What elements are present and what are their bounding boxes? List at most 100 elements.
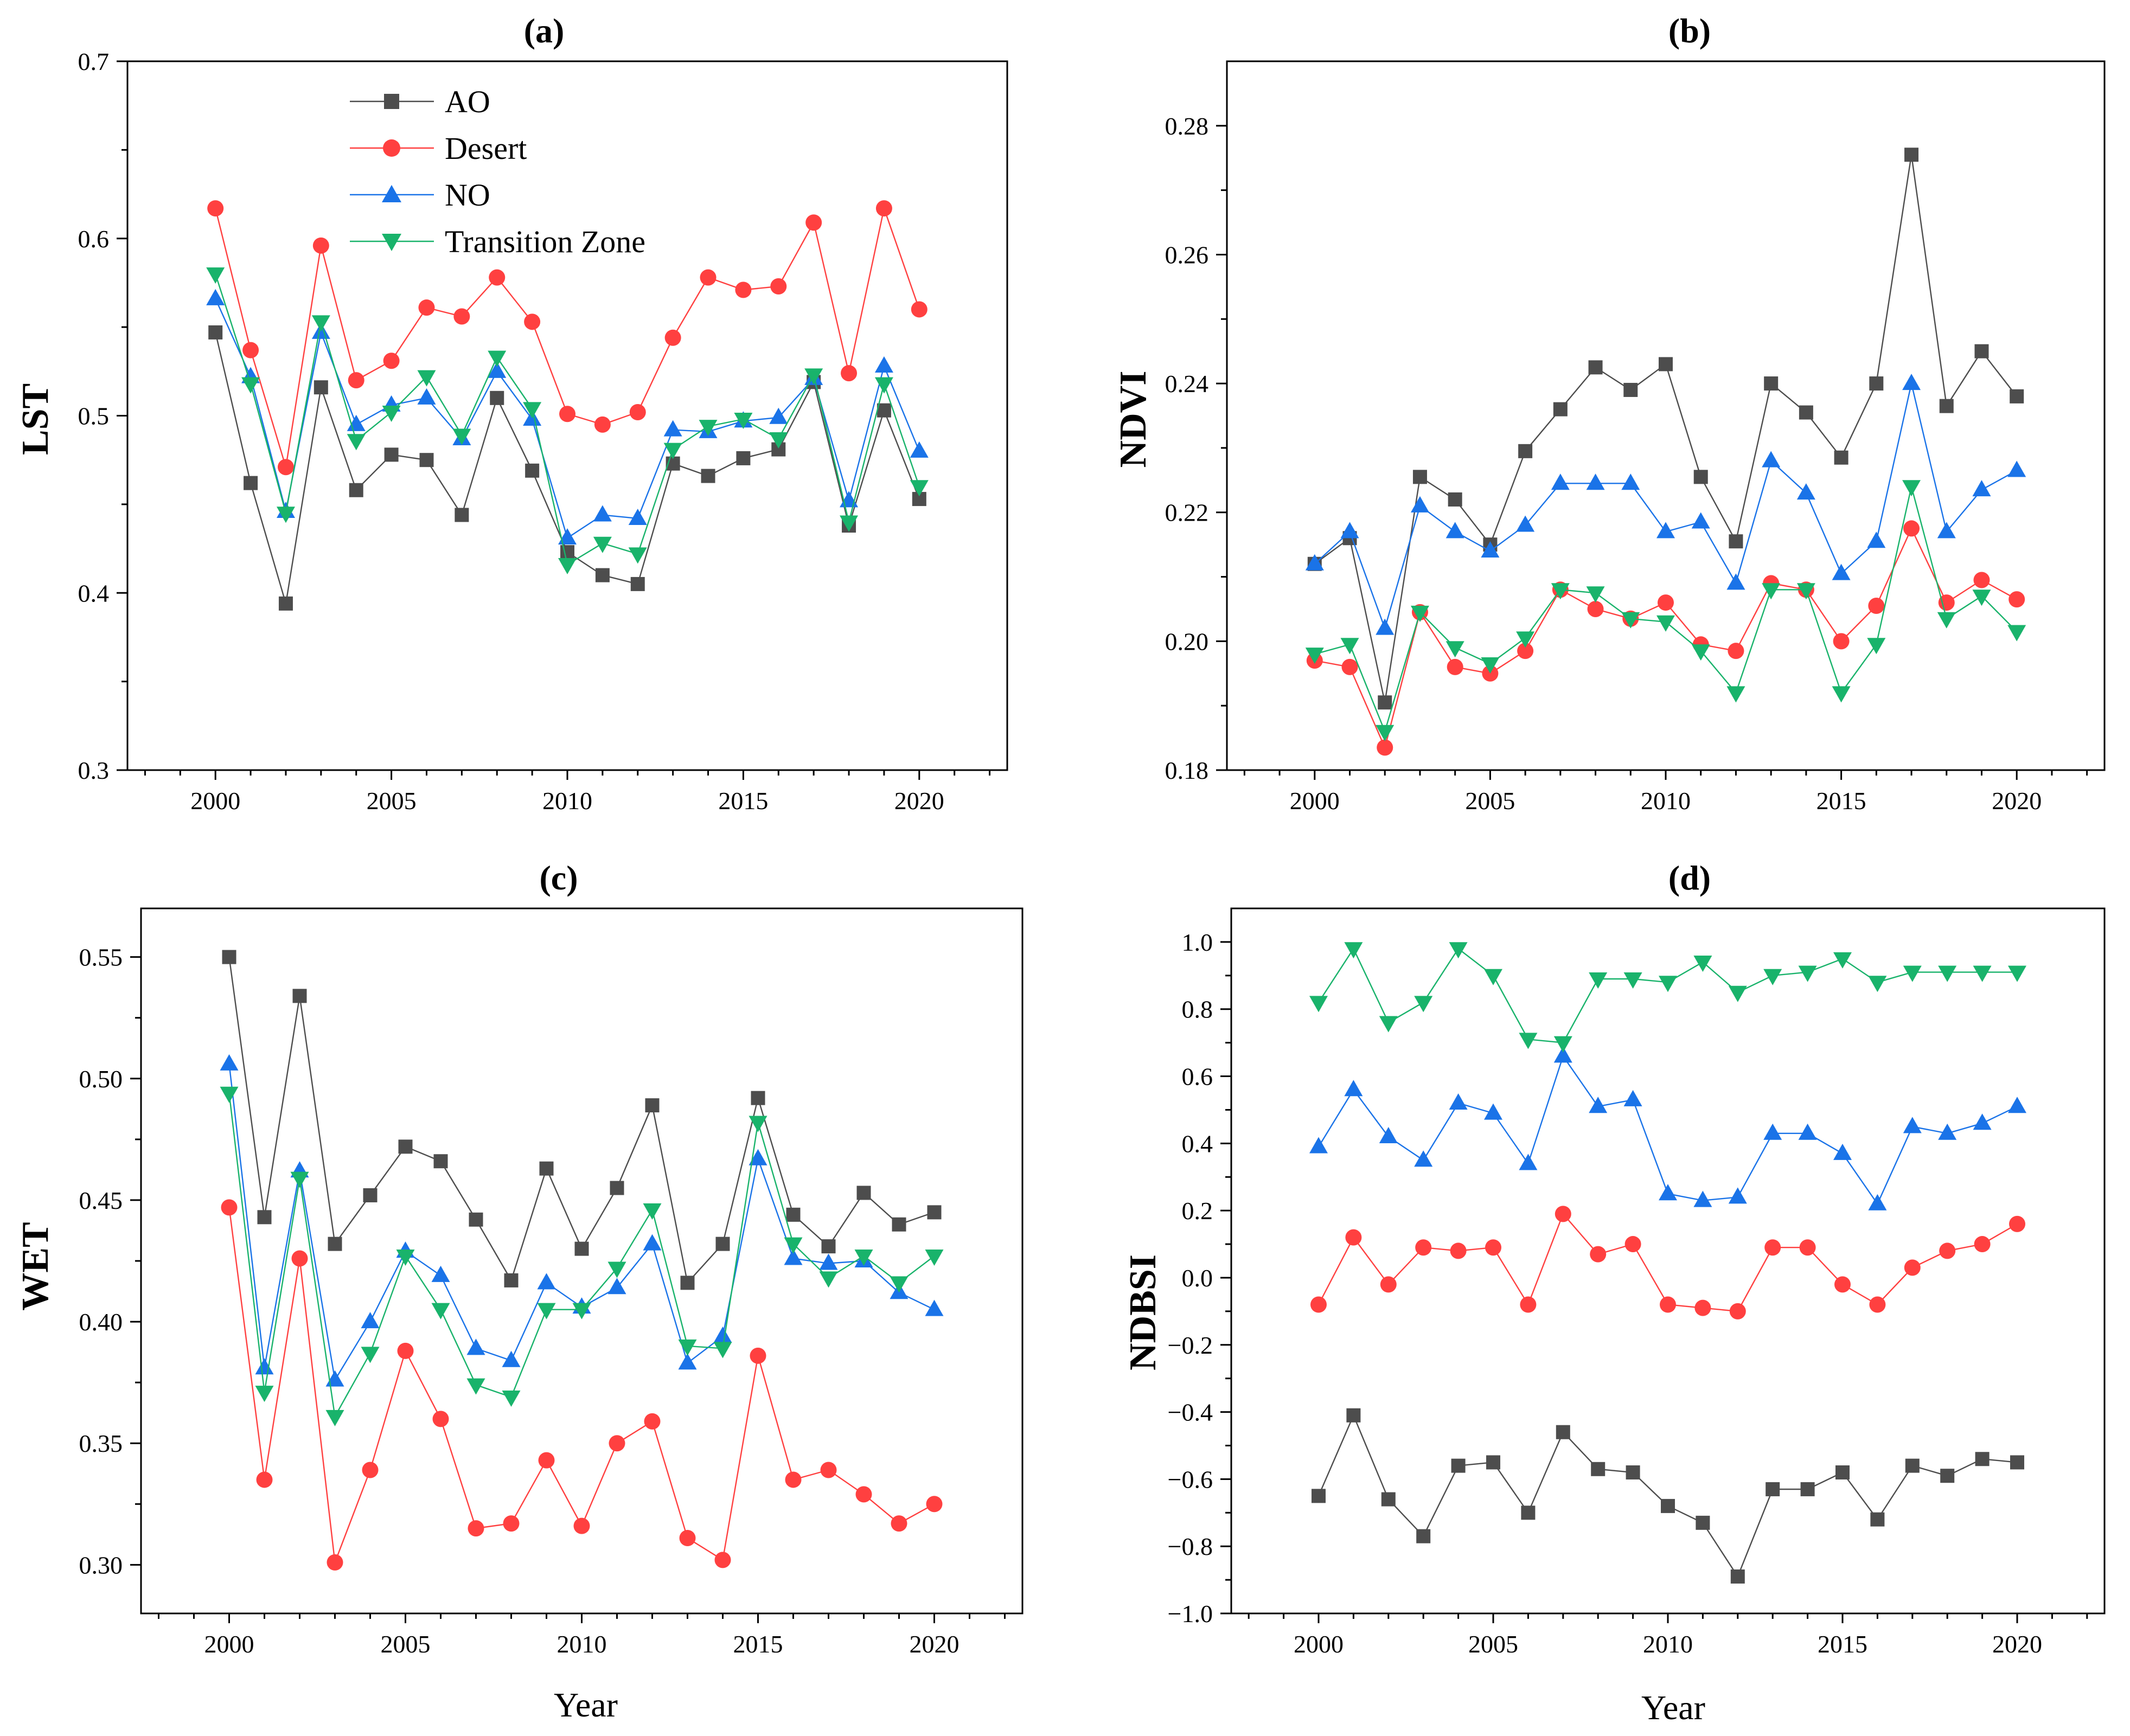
panel-a-point-transition-zone [523,402,542,419]
panel-c-point-desert [468,1520,484,1537]
panel-a-point-desert [418,299,435,316]
panel-d-ytick-label: 0.8 [1182,996,1213,1023]
panel-a-point-desert [875,200,892,217]
panel-a-point-no [558,528,577,544]
panel-b-point-transition-zone [1481,657,1500,674]
panel-c-point-transition-zone [572,1303,591,1319]
panel-d-ytick-label: 0.2 [1182,1197,1213,1225]
legend-entry-transition-zone: Transition Zone [350,224,645,259]
panel-a-point-ao [455,508,469,522]
panel-a-point-desert [664,329,681,346]
panel-d-point-transition-zone [1903,965,1922,982]
panel-c-point-no [819,1253,838,1270]
panel-c-point-desert [256,1471,273,1488]
panel-b-series-no [1305,374,2026,635]
panel-c-point-desert [503,1515,520,1532]
panel-a-xtick-label: 2000 [190,787,240,815]
panel-b-ytick-label: 0.28 [1165,112,1209,140]
panel-d-point-ao [1975,1452,1990,1466]
panel-b-point-no [1867,531,1886,548]
panel-b-xtick-label: 2010 [1641,787,1691,815]
panel-c-point-ao [363,1188,378,1202]
panel-d-point-no [1763,1123,1782,1140]
panel-b-point-no [1516,515,1535,532]
panel-b-point-transition-zone [1305,648,1324,664]
panel-d-point-transition-zone [1589,972,1608,989]
panel-a-point-transition-zone [663,443,682,459]
panel-c-point-transition-zone [819,1271,838,1288]
panel-c-ytick-label: 0.35 [79,1430,123,1457]
legend-entry-ao: AO [350,84,490,119]
panel-a-point-transition-zone [347,434,366,451]
panel-d-ytick-label: −0.4 [1168,1399,1213,1426]
panel-d-point-transition-zone [1973,965,1992,982]
panel-c-line-ao [228,957,935,1284]
panel-d-point-transition-zone [1868,976,1887,992]
panel-d-point-no [1938,1123,1957,1140]
panel-d-point-desert [1450,1242,1467,1259]
panel-b-point-no [1656,522,1675,539]
panel-c-plot-frame [140,907,1024,1615]
legend-marker-no [382,185,401,202]
panel-c-point-desert [679,1530,696,1547]
panel-a-point-desert [841,365,858,382]
legend-label-ao: AO [445,84,490,119]
panel-c-point-ao [610,1181,624,1195]
panel-c-point-desert [609,1435,625,1452]
panel-d-point-desert [1660,1296,1676,1313]
panel-b-point-transition-zone [1902,480,1921,497]
panel-b-point-ao [1588,360,1603,375]
panel-d-point-ao [1312,1489,1326,1503]
legend-marker-desert [383,139,400,157]
panel-d-point-ao [1521,1506,1536,1520]
panel-b-point-ao [1659,357,1673,371]
panel-a-point-transition-zone [874,377,893,394]
panel-a-point-transition-zone [699,420,718,437]
panel-d-point-transition-zone [1938,965,1957,982]
panel-d-series-no [1309,1046,2026,1210]
panel-a-point-ao [525,463,540,478]
panel-d-point-ao [1696,1515,1710,1530]
panel-a-xtick-label: 2005 [367,787,417,815]
panel-c-point-desert [362,1462,379,1478]
panel-d-point-transition-zone [1344,942,1363,959]
panel-c-ytick-label: 0.55 [79,944,123,971]
panel-b: (b) NDVI 2000 2005 2010 2015 2020 0.18 0.20 0.2… [1112,11,2106,815]
panel-c-point-ao [257,1210,272,1225]
panel-b-plot-frame [1226,60,2106,771]
panel-d-point-no [1659,1184,1677,1201]
panel-b-point-desert [1833,633,1850,650]
panel-a-point-desert [700,269,717,286]
panel-d-ytick-label: −0.6 [1168,1465,1213,1493]
panel-a-point-desert [805,214,822,231]
panel-d-point-desert [1694,1299,1711,1316]
panel-b-ylabel: NDVI [1112,371,1154,468]
panel-c-series-transition-zone [220,1086,944,1426]
panel-d-xlabel: Year [1641,1688,1705,1727]
panel-a-point-no [206,289,225,305]
panel-d-point-desert [1764,1239,1781,1256]
panel-a-point-transition-zone [734,413,753,430]
panel-a-point-transition-zone [488,350,507,367]
panel-c-point-transition-zone [220,1086,239,1103]
panel-d-point-desert [1555,1206,1571,1222]
panel-a-point-desert [735,281,752,298]
panel-b-point-ao [1764,376,1779,391]
panel-c-point-ao [222,950,236,964]
panel-a-ytick-label: 0.4 [78,579,110,607]
panel-b-ytick-label: 0.26 [1165,241,1209,268]
panel-a-series-transition-zone [206,267,929,574]
panel-a-point-no [910,441,929,458]
panel-c-point-no [607,1278,626,1295]
panel-c-point-transition-zone [502,1391,521,1407]
panel-d-point-no [1833,1143,1852,1160]
panel-b-point-transition-zone [1410,605,1429,622]
panel-b-point-desert [1341,658,1358,675]
panel-a-series-desert [207,200,928,476]
panel-a-point-desert [242,342,259,358]
panel-c-point-desert [291,1250,308,1267]
panel-d-series-ao [1312,1408,2024,1584]
panel-a-point-transition-zone [558,558,577,574]
panel-b-point-transition-zone [1796,583,1815,600]
